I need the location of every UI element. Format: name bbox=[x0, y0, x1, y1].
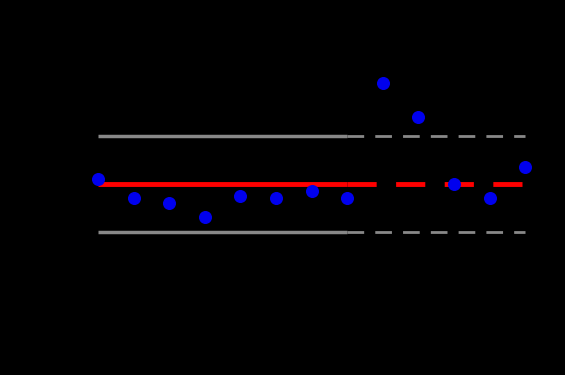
Point bbox=[343, 195, 352, 201]
Point bbox=[379, 80, 388, 86]
Point bbox=[165, 200, 174, 206]
X-axis label: Year: Year bbox=[295, 356, 328, 371]
Y-axis label: Fluctuating asymmetry: Fluctuating asymmetry bbox=[4, 77, 19, 255]
Point bbox=[272, 195, 281, 201]
Point bbox=[485, 195, 494, 201]
Point bbox=[450, 181, 459, 187]
Point bbox=[201, 214, 210, 220]
Point bbox=[521, 164, 530, 170]
Point bbox=[94, 176, 103, 182]
Point bbox=[129, 195, 138, 201]
Point bbox=[414, 114, 423, 120]
Point bbox=[307, 188, 316, 194]
Point bbox=[236, 193, 245, 199]
